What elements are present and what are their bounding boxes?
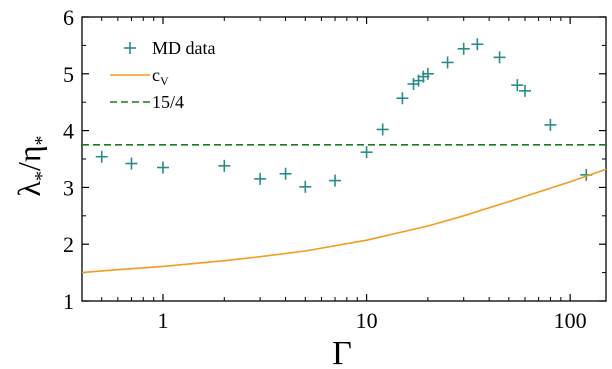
y-tick-label: 6 xyxy=(63,5,74,30)
y-label-sub1: * xyxy=(31,171,53,181)
md-data-point xyxy=(218,159,231,172)
plot-frame xyxy=(81,16,607,302)
x-tick-label: 10 xyxy=(356,308,378,333)
plot-area xyxy=(81,38,607,274)
x-tick-label: 100 xyxy=(554,308,587,333)
y-label-sub2: * xyxy=(31,135,53,145)
md-data-point xyxy=(95,150,108,163)
legend-cv-label: cV xyxy=(152,65,169,88)
series-cv-line xyxy=(81,168,607,274)
md-data-point xyxy=(360,146,373,159)
y-tick-label: 2 xyxy=(63,232,74,257)
x-tick-label: 1 xyxy=(158,308,169,333)
y-axis-label: λ*/η* xyxy=(11,135,53,196)
axes: 1 10 100 1 2 3 4 5 6 xyxy=(63,5,607,333)
md-data-point xyxy=(544,118,557,131)
legend-md-label: MD data xyxy=(152,38,215,58)
md-data-point xyxy=(279,167,292,180)
md-data-point xyxy=(471,38,484,51)
md-data-point xyxy=(441,56,454,69)
md-data-point xyxy=(493,51,506,64)
y-tick-label: 5 xyxy=(63,62,74,87)
md-data-point xyxy=(518,84,531,97)
md-data-point xyxy=(396,92,409,105)
md-data-point xyxy=(457,42,470,55)
legend-15-4-label: 15/4 xyxy=(152,92,184,112)
legend: MD data cV 15/4 xyxy=(110,38,215,112)
legend-cv-sub: V xyxy=(160,74,169,88)
y-tick-label: 1 xyxy=(63,289,74,314)
md-data-point xyxy=(421,67,434,80)
legend-cv-main: c xyxy=(152,65,160,85)
x-axis-label: Γ xyxy=(332,335,352,369)
md-data-point xyxy=(157,161,170,174)
md-data-point xyxy=(511,79,524,92)
y-label-eta: /η xyxy=(11,145,47,171)
legend-md-marker xyxy=(124,42,136,54)
y-tick-label: 3 xyxy=(63,175,74,200)
y-label-lambda: λ xyxy=(11,181,47,197)
y-tick-label: 4 xyxy=(63,119,74,144)
md-data-point xyxy=(125,157,138,170)
md-data-point xyxy=(299,180,312,193)
md-data-point xyxy=(376,123,389,136)
md-data-point xyxy=(329,174,342,187)
md-data-point xyxy=(254,172,267,185)
